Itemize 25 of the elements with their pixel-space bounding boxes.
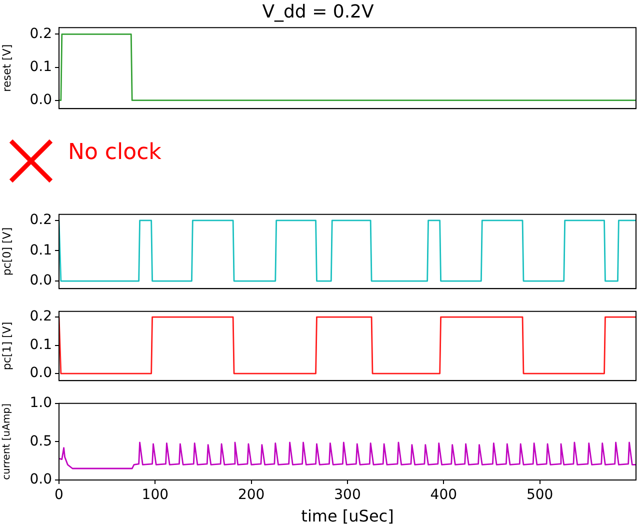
y-tick-label: 0.2	[30, 212, 52, 228]
x-axis-title: time [uSec]	[301, 506, 394, 526]
y-tick-label: 0.0	[30, 472, 52, 488]
y-tick-label: 0.2	[30, 308, 52, 325]
y-tick-label: 0.0	[30, 272, 52, 289]
chart-title: V_dd = 0.2V	[262, 1, 374, 22]
x-tick-label: 200	[238, 487, 265, 504]
x-tick-label: 300	[334, 487, 361, 504]
y-tick-label: 0.5	[30, 433, 52, 450]
x-tick-label: 0	[54, 487, 64, 504]
text: No clock	[68, 140, 162, 165]
y-axis-title: pc[1] [V]	[0, 322, 14, 370]
y-tick-label: 0.0	[30, 365, 52, 382]
x-tick-label: 500	[526, 487, 554, 504]
y-axis-title: current [uAmp]	[2, 403, 13, 480]
y-tick-label: 0.0	[30, 92, 52, 108]
x-tick-label: 400	[430, 487, 458, 504]
y-axis-title: reset [V]	[0, 44, 14, 92]
x-tick-label: 100	[142, 487, 169, 504]
y-tick-label: 0.2	[30, 26, 52, 42]
y-tick-label: 0.1	[30, 58, 52, 75]
y-tick-label: 0.1	[30, 336, 52, 353]
y-tick-label: 0.1	[30, 242, 52, 258]
y-tick-label: 1.0	[30, 395, 52, 412]
y-axis-title: pc[0] [V]	[0, 227, 14, 276]
